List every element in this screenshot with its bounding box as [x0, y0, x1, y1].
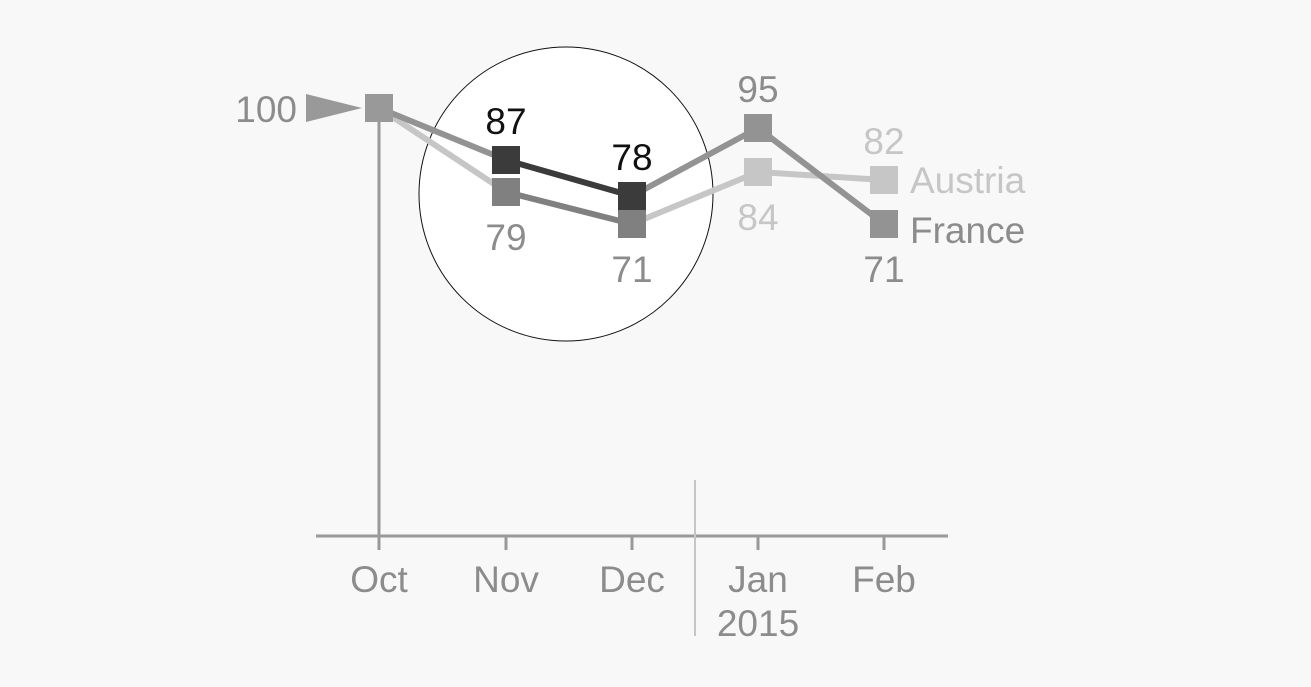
france-value-label-dec: 78: [611, 137, 652, 178]
austria-marker-nov: [492, 178, 520, 206]
baseline-arrow-marker: [306, 94, 362, 122]
highlight-circle: [418, 46, 714, 342]
austria-line-nov-dec: [505, 189, 633, 227]
france-marker-dec: [618, 182, 646, 210]
austria-line-oct-nov: [377, 105, 508, 195]
france-marker-nov: [492, 146, 520, 174]
austria-marker-dec: [618, 210, 646, 238]
austria-value-label-jan: 84: [737, 197, 778, 238]
france-value-label-nov: 87: [485, 101, 526, 142]
france-marker-feb: [870, 210, 898, 238]
austria-marker-jan: [744, 158, 772, 186]
start-marker-oct: [365, 94, 393, 122]
austria-value-label-dec: 71: [611, 249, 652, 290]
austria-value-label-nov: 79: [485, 217, 526, 258]
austria-marker-feb: [870, 166, 898, 194]
legend-label-france: France: [910, 210, 1025, 251]
france-marker-jan: [744, 114, 772, 142]
x-tick-label-feb: Feb: [852, 559, 916, 600]
x-tick-label-oct: Oct: [350, 559, 408, 600]
legend-label-austria: Austria: [910, 160, 1026, 201]
austria-value-label-feb: 82: [863, 121, 904, 162]
france-line-oct-nov: [377, 105, 508, 163]
france-value-label-feb: 71: [863, 249, 904, 290]
france-line-nov-dec: [505, 157, 633, 199]
year-label: 2015: [717, 603, 799, 644]
baseline-label: 100: [235, 89, 297, 130]
x-tick-label-dec: Dec: [599, 559, 665, 600]
x-tick-label-nov: Nov: [473, 559, 539, 600]
x-tick-label-jan: Jan: [728, 559, 788, 600]
france-value-label-jan: 95: [737, 69, 778, 110]
